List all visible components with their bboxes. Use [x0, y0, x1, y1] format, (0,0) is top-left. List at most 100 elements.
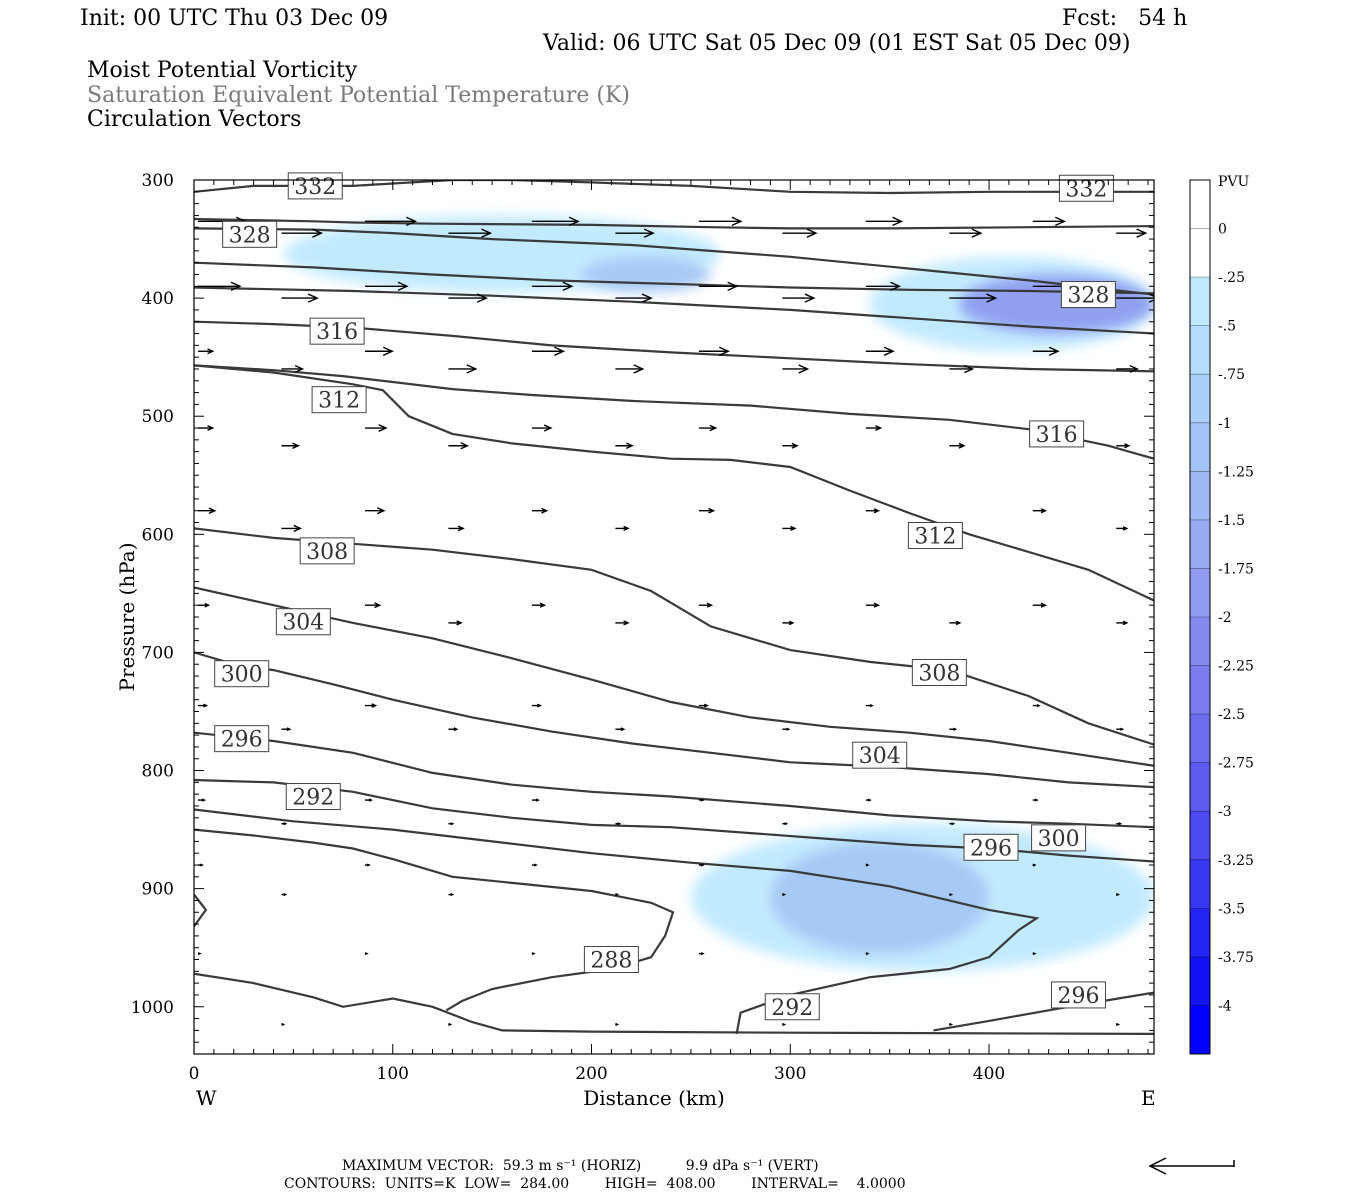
colorbar-swatch [1190, 228, 1210, 278]
vector-arrow [198, 798, 207, 802]
vector-arrow [698, 602, 714, 608]
vector-arrow [698, 703, 709, 708]
contour-label-text: 296 [970, 836, 1012, 861]
vector-head [397, 281, 409, 291]
vector-head [786, 727, 791, 731]
vector-arrow [949, 893, 954, 897]
vector-head [949, 893, 954, 897]
vector-head [1048, 346, 1060, 356]
vector-arrow [1116, 822, 1123, 826]
colorbar-tick-label: -3 [1218, 804, 1232, 820]
vector-arrow [531, 216, 580, 227]
contour-label-text: 304 [282, 611, 324, 636]
contour-label-text: 308 [306, 540, 348, 565]
vector-head [727, 281, 739, 291]
colorbar-swatch [1190, 859, 1210, 909]
vector-arrow [865, 602, 881, 608]
contour-label: 312 [311, 386, 367, 414]
vector-arrow [364, 507, 386, 515]
vector-arrow [448, 293, 488, 303]
contour-label-text: 300 [1038, 827, 1080, 852]
vector-head [782, 1022, 787, 1027]
contour-label: 316 [309, 317, 365, 345]
vector-head [554, 346, 566, 356]
contour-label-box [275, 608, 331, 636]
colorbar-tick-label: -3.5 [1218, 901, 1245, 917]
colorbar-swatch [1190, 762, 1210, 812]
vector-head [708, 507, 716, 514]
vector-head [641, 293, 653, 303]
y-tick-label: 900 [142, 880, 174, 900]
colorbar-swatch [1190, 956, 1210, 1006]
contour-label-text: 332 [1065, 177, 1107, 202]
vector-head [700, 863, 705, 867]
y-tick-label: 1000 [131, 998, 174, 1018]
vector-head [643, 228, 655, 238]
vector-head [368, 798, 373, 802]
vector-head [207, 425, 215, 431]
contour-label: 296 [963, 833, 1019, 861]
footer-contours: CONTOURS: UNITS=K LOW= 284.00 HIGH= 408.… [284, 1176, 906, 1192]
vector-arrow [281, 1022, 286, 1027]
vector-head [890, 281, 902, 291]
contour-label-text: 328 [229, 223, 271, 248]
x-tick-label: 400 [973, 1064, 1005, 1084]
contour-label: 328 [222, 220, 278, 248]
vector-head [784, 822, 789, 826]
vector-head [307, 293, 319, 303]
colorbar-swatch [1190, 422, 1210, 472]
colorbar-tick-label: -3.75 [1218, 950, 1254, 966]
contour-label: 300 [1031, 824, 1087, 852]
vector-head [873, 508, 881, 514]
vector-head [949, 1022, 954, 1027]
axis-ticks [193, 179, 1154, 1055]
vector-head [531, 952, 536, 956]
contour-line-7 [194, 364, 1154, 602]
colorbar-tick-label: -.5 [1218, 319, 1236, 335]
vector-arrow [531, 281, 574, 291]
contour-label-box [285, 783, 341, 811]
contour-label: 308 [911, 659, 967, 687]
colorbar-swatch [1190, 277, 1210, 327]
contour-line-13 [194, 828, 675, 1012]
vector-arrow [448, 620, 463, 626]
vector-arrow [1032, 602, 1048, 608]
vector-arrow [949, 228, 983, 238]
colorbar-tick-label: -2 [1218, 610, 1232, 626]
vector-arrow [531, 602, 547, 608]
contour-label-text: 288 [590, 949, 632, 974]
contour-line-10 [194, 651, 1154, 789]
contour-label-text: 312 [914, 525, 956, 550]
colorbar: PVU 0 -.25 -.5 -.75 -1 -1.25 -1.5 -1.75 -2 -2.25 -2… [1189, 174, 1254, 1055]
vector-arrow [448, 525, 465, 532]
vector-arrow [949, 364, 975, 374]
vector-head [1040, 508, 1048, 514]
y-tick-label: 500 [142, 407, 174, 427]
vector-head [867, 798, 872, 802]
contour-label-text: 316 [316, 320, 358, 345]
colorbar-swatch [1190, 374, 1210, 424]
vector-arrow [782, 1022, 787, 1027]
field-title-pv: Moist Potential Vorticity [87, 58, 358, 83]
vector-arrow [364, 863, 371, 867]
vector-head [865, 952, 870, 956]
vector-arrow [865, 281, 902, 291]
vector-head [1122, 526, 1129, 531]
vector-head [1136, 228, 1148, 238]
vector-arrow [1032, 508, 1048, 514]
contour-label: 292 [285, 783, 341, 811]
vector-arrow [364, 424, 388, 432]
west-marker: W [196, 1086, 217, 1110]
vector-arrow [1116, 443, 1131, 449]
vector-arrow [1032, 346, 1060, 356]
vector-arrow [281, 293, 319, 303]
vector-head [986, 293, 998, 303]
contour-labels: 332 332 328 328 316 316 312 312 308 304 308 300 304 2… [214, 172, 1116, 1021]
colorbar-tick-label: -2.75 [1218, 756, 1254, 772]
vector-arrow [782, 620, 795, 626]
vector-head [456, 620, 463, 626]
colorbar-swatch [1190, 1005, 1210, 1055]
vector-arrow [865, 952, 870, 956]
colorbar-tick-label: -4 [1218, 998, 1232, 1014]
vector-arrow [1116, 727, 1125, 731]
